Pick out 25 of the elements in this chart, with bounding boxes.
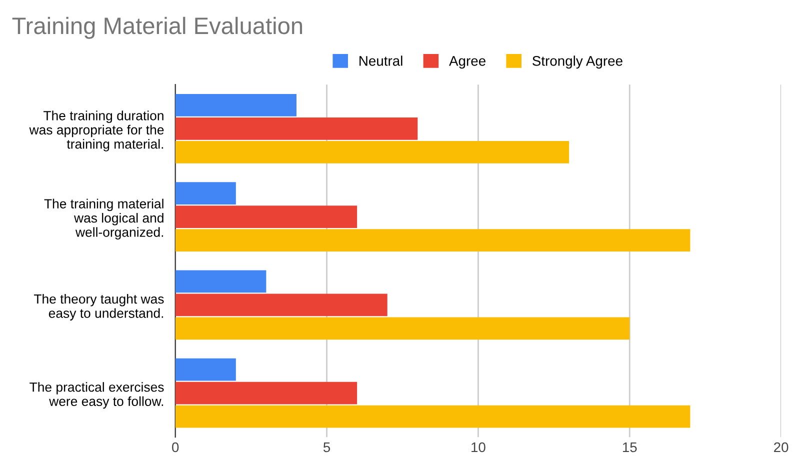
bar [175,141,570,164]
chart-title: Training Material Evaluation [12,16,302,39]
x-tick-label: 15 [622,442,637,452]
legend-label: Agree [449,56,486,69]
bar [175,229,690,252]
x-tick-label: 5 [323,442,330,452]
x-tick-label: 0 [172,442,179,452]
y-tick-label: The practical exercises were easy to follow. [30,382,164,409]
bar [175,118,418,140]
bar [175,270,266,293]
legend-label: Neutral [360,56,402,66]
y-tick-label: The theory taught was easy to understand. [34,294,164,320]
bar [175,358,236,381]
legend-label: Strongly Agree [532,56,622,69]
y-tick-label: The training duration was appropriate for the training material. [29,110,164,152]
bar [175,206,358,228]
bar [175,182,236,204]
y-tick-label: The training material was logical and well-organized. [44,198,164,240]
x-tick-label: 20 [774,442,788,452]
bar [175,382,358,404]
bar [175,405,690,428]
x-tick-label: 10 [472,442,486,452]
bar [175,294,388,316]
bar [175,317,630,340]
bar [175,94,296,116]
